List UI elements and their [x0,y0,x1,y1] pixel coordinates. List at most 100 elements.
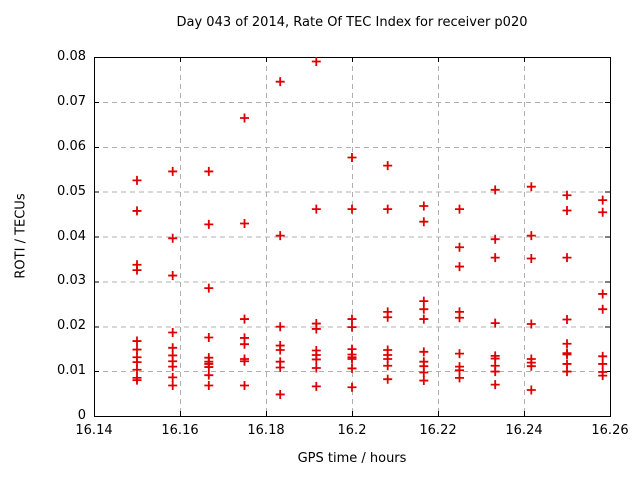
data-point-marker [598,304,608,314]
data-point-marker [204,380,214,390]
y-tick-label: 0.08 [57,49,86,64]
data-point-marker [598,195,608,205]
data-point-marker [455,349,464,359]
data-point-marker [383,312,393,322]
data-point-marker [275,77,285,87]
data-point-marker [490,318,500,328]
data-point-marker [347,322,357,332]
data-point-marker [168,166,178,176]
data-point-marker [347,354,357,364]
data-point-marker [311,56,321,66]
data-point-marker [204,166,214,176]
data-point-marker [419,217,429,227]
data-point-marker [168,271,178,281]
data-point-marker [347,153,357,163]
data-point-marker [132,345,142,355]
data-point-marker [168,372,178,382]
x-tick-label: 16.24 [505,423,543,438]
data-point-marker [168,343,178,353]
data-point-marker [204,370,214,380]
data-point-marker [132,336,142,346]
y-tick-label: 0 [77,408,86,423]
data-point-marker [598,289,608,299]
data-point-marker [240,113,249,123]
data-point-marker [455,262,464,272]
y-tick-label: 0.07 [57,93,86,109]
data-point-marker [168,362,178,372]
data-point-marker [275,363,285,373]
data-point-marker [168,380,178,390]
data-point-marker [455,242,464,252]
data-point-marker [598,359,608,369]
y-tick-label: 0.04 [57,228,86,244]
data-point-marker [419,201,429,211]
data-point-marker [490,367,500,377]
data-point-marker [383,374,393,384]
data-point-marker [526,385,536,395]
x-tick-label: 16.18 [247,423,285,438]
data-point-marker [455,365,464,375]
data-point-marker [132,375,142,385]
data-point-marker [490,185,500,195]
y-tick-label: 0.03 [57,273,86,289]
data-point-marker [311,363,321,373]
data-point-marker [598,207,608,217]
data-point-marker [240,356,249,366]
y-tick-label: 0.02 [57,318,86,334]
data-points [132,56,608,399]
data-point-marker [562,205,572,215]
data-point-marker [132,265,142,275]
data-point-marker [383,161,393,171]
data-point-marker [204,283,214,293]
data-point-marker [204,332,214,342]
data-point-marker [526,361,536,371]
data-point-marker [383,361,393,371]
data-point-marker [240,380,249,390]
x-tick-label: 16.2 [337,423,367,438]
data-point-marker [347,382,357,392]
data-point-marker [490,253,500,263]
data-point-marker [526,182,536,192]
data-point-marker [562,350,572,360]
x-tick-label: 16.14 [75,423,113,438]
y-tick-label: 0.05 [57,183,86,199]
data-point-marker [419,367,429,377]
data-point-marker [275,231,285,241]
x-tick-label: 16.22 [419,423,457,438]
chart-title: Day 043 of 2014, Rate Of TEC Index for r… [176,15,528,30]
data-point-marker [347,314,357,324]
y-tick-label: 0.06 [57,138,86,154]
data-point-marker [240,339,249,349]
data-point-marker [562,190,572,200]
data-point-marker [311,354,321,364]
data-point-marker [455,313,464,323]
data-point-marker [204,362,214,372]
x-tick-label: 16.16 [161,423,199,438]
data-point-marker [562,315,572,325]
data-point-marker [419,376,429,386]
data-point-marker [204,219,214,229]
data-point-marker [275,322,285,332]
data-point-marker [132,175,142,185]
data-point-marker [275,389,285,399]
axes-frame [94,57,611,417]
data-point-marker [562,339,572,349]
data-point-marker [311,324,321,334]
data-point-marker [419,296,429,306]
data-point-marker [275,345,285,355]
data-point-marker [419,314,429,324]
data-point-marker [132,357,142,367]
data-point-marker [526,231,536,241]
data-point-marker [347,363,357,373]
data-point-marker [383,204,393,214]
data-point-marker [562,359,572,369]
data-point-marker [240,314,249,324]
data-point-marker [132,365,142,375]
data-point-marker [562,253,572,263]
data-point-marker [562,367,572,377]
data-point-marker [240,218,249,228]
data-point-marker [311,381,321,391]
data-point-marker [311,204,321,214]
data-point-marker [490,234,500,244]
